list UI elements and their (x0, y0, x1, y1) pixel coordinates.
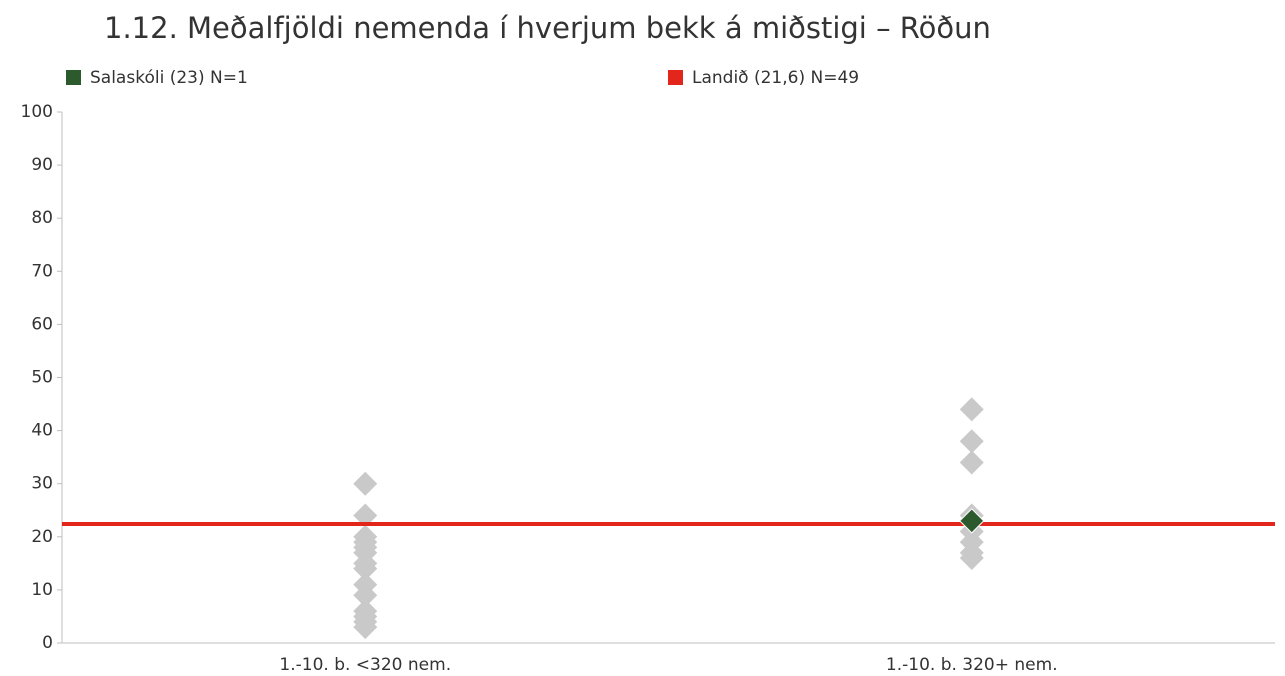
y-tick-label: 80 (31, 208, 53, 228)
school-marker (353, 503, 378, 528)
y-tick-label: 60 (31, 314, 53, 334)
y-tick-label: 90 (31, 155, 53, 175)
x-tick-label: 1.-10. b. <320 nem. (279, 655, 451, 675)
school-marker (959, 450, 984, 475)
legend-label: Landið (21,6) N=49 (692, 68, 859, 88)
x-tick-label: 1.-10. b. 320+ nem. (886, 655, 1058, 675)
school-marker (353, 556, 378, 581)
school-marker (353, 583, 378, 608)
legend-label: Salaskóli (23) N=1 (90, 68, 248, 88)
y-tick-label: 0 (42, 633, 53, 653)
school-marker (353, 615, 378, 640)
chart-title: 1.12. Meðalfjöldi nemenda í hverjum bekk… (104, 11, 991, 45)
legend-swatch (66, 70, 81, 85)
y-tick-label: 70 (31, 261, 53, 281)
y-tick-label: 50 (31, 368, 53, 388)
school-marker (959, 397, 984, 422)
school-marker (959, 546, 984, 571)
highlight-marker (959, 508, 985, 534)
y-tick-label: 100 (21, 102, 53, 122)
school-marker (353, 471, 378, 496)
school-marker (959, 429, 984, 454)
legend-swatch (668, 70, 683, 85)
y-tick-label: 30 (31, 474, 53, 494)
y-tick-label: 10 (31, 580, 53, 600)
y-tick-label: 20 (31, 527, 53, 547)
y-tick-label: 40 (31, 421, 53, 441)
